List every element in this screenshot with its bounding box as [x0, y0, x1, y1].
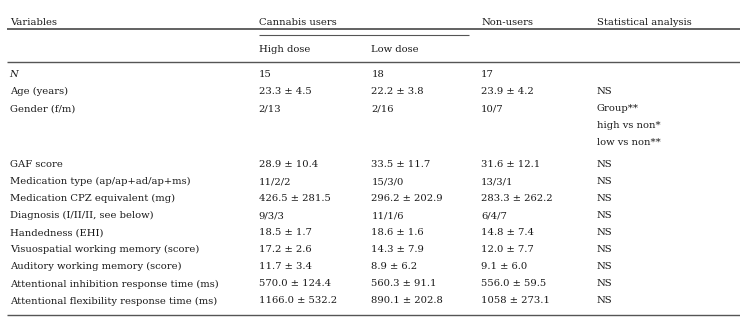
Text: 283.3 ± 262.2: 283.3 ± 262.2 [481, 194, 553, 203]
Text: NS: NS [597, 296, 613, 306]
Text: 17.2 ± 2.6: 17.2 ± 2.6 [258, 245, 311, 254]
Text: NS: NS [597, 211, 613, 220]
Text: 1058 ± 273.1: 1058 ± 273.1 [481, 296, 550, 306]
Text: 18: 18 [371, 70, 384, 79]
Text: 6/4/7: 6/4/7 [481, 211, 507, 220]
Text: Auditory working memory (score): Auditory working memory (score) [10, 262, 182, 271]
Text: 890.1 ± 202.8: 890.1 ± 202.8 [371, 296, 443, 306]
Text: 12.0 ± 7.7: 12.0 ± 7.7 [481, 245, 534, 254]
Text: 31.6 ± 12.1: 31.6 ± 12.1 [481, 160, 540, 169]
Text: 570.0 ± 124.4: 570.0 ± 124.4 [258, 280, 331, 288]
Text: 560.3 ± 91.1: 560.3 ± 91.1 [371, 280, 437, 288]
Text: 11.7 ± 3.4: 11.7 ± 3.4 [258, 262, 311, 271]
Text: 22.2 ± 3.8: 22.2 ± 3.8 [371, 87, 424, 96]
Text: 15/3/0: 15/3/0 [371, 177, 403, 186]
Text: Attentional inhibition response time (ms): Attentional inhibition response time (ms… [10, 280, 218, 289]
Text: 1166.0 ± 532.2: 1166.0 ± 532.2 [258, 296, 337, 306]
Text: 2/16: 2/16 [371, 104, 394, 113]
Text: Attentional flexibility response time (ms): Attentional flexibility response time (m… [10, 296, 217, 306]
Text: Medication type (ap/ap+ad/ap+ms): Medication type (ap/ap+ad/ap+ms) [10, 177, 190, 186]
Text: Medication CPZ equivalent (mg): Medication CPZ equivalent (mg) [10, 194, 175, 203]
Text: 9.1 ± 6.0: 9.1 ± 6.0 [481, 262, 527, 271]
Text: 426.5 ± 281.5: 426.5 ± 281.5 [258, 194, 330, 203]
Text: Visuospatial working memory (score): Visuospatial working memory (score) [10, 245, 199, 254]
Text: Group**: Group** [597, 104, 639, 113]
Text: 14.3 ± 7.9: 14.3 ± 7.9 [371, 245, 424, 254]
Text: Statistical analysis: Statistical analysis [597, 18, 692, 27]
Text: Diagnosis (I/II/II, see below): Diagnosis (I/II/II, see below) [10, 211, 153, 220]
Text: low vs non**: low vs non** [597, 138, 660, 147]
Text: 9/3/3: 9/3/3 [258, 211, 285, 220]
Text: Gender (f/m): Gender (f/m) [10, 104, 75, 113]
Text: 11/2/2: 11/2/2 [258, 177, 291, 186]
Text: 556.0 ± 59.5: 556.0 ± 59.5 [481, 280, 546, 288]
Text: Cannabis users: Cannabis users [258, 18, 336, 27]
Text: 18.6 ± 1.6: 18.6 ± 1.6 [371, 228, 424, 237]
Text: 17: 17 [481, 70, 494, 79]
Text: 14.8 ± 7.4: 14.8 ± 7.4 [481, 228, 534, 237]
Text: Non-users: Non-users [481, 18, 533, 27]
Text: Low dose: Low dose [371, 45, 419, 54]
Text: 23.3 ± 4.5: 23.3 ± 4.5 [258, 87, 311, 96]
Text: 10/7: 10/7 [481, 104, 503, 113]
Text: NS: NS [597, 280, 613, 288]
Text: NS: NS [597, 194, 613, 203]
Text: N: N [10, 70, 19, 79]
Text: NS: NS [597, 228, 613, 237]
Text: 13/3/1: 13/3/1 [481, 177, 514, 186]
Text: Age (years): Age (years) [10, 87, 68, 96]
Text: GAF score: GAF score [10, 160, 63, 169]
Text: NS: NS [597, 87, 613, 96]
Text: 11/1/6: 11/1/6 [371, 211, 404, 220]
Text: 15: 15 [258, 70, 271, 79]
Text: 33.5 ± 11.7: 33.5 ± 11.7 [371, 160, 430, 169]
Text: NS: NS [597, 177, 613, 186]
Text: high vs non*: high vs non* [597, 121, 660, 130]
Text: Handedness (EHI): Handedness (EHI) [10, 228, 103, 237]
Text: 18.5 ± 1.7: 18.5 ± 1.7 [258, 228, 311, 237]
Text: NS: NS [597, 160, 613, 169]
Text: 8.9 ± 6.2: 8.9 ± 6.2 [371, 262, 418, 271]
Text: NS: NS [597, 262, 613, 271]
Text: Variables: Variables [10, 18, 57, 27]
Text: 23.9 ± 4.2: 23.9 ± 4.2 [481, 87, 534, 96]
Text: High dose: High dose [258, 45, 310, 54]
Text: 28.9 ± 10.4: 28.9 ± 10.4 [258, 160, 317, 169]
Text: 296.2 ± 202.9: 296.2 ± 202.9 [371, 194, 443, 203]
Text: NS: NS [597, 245, 613, 254]
Text: 2/13: 2/13 [258, 104, 281, 113]
